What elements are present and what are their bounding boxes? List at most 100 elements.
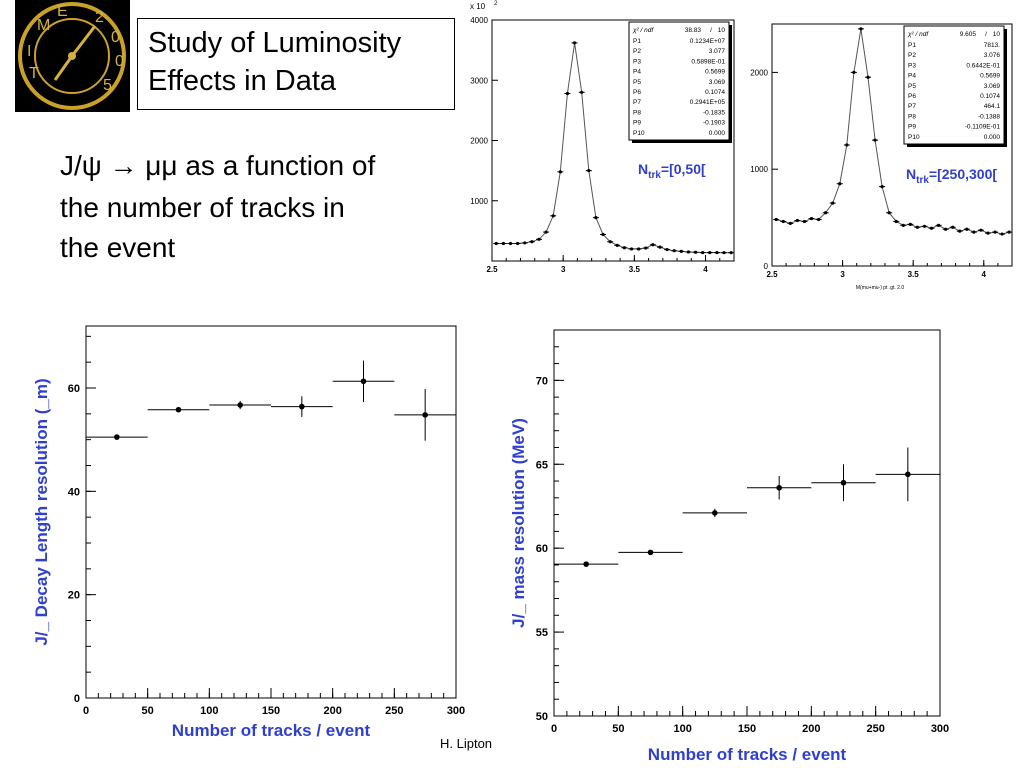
ntrk-bin-label: Ntrk=[250,300[: [906, 166, 997, 186]
data-point: [776, 484, 782, 491]
data-point: [601, 232, 605, 237]
stats-param-name: P1: [633, 38, 641, 45]
y-axis-label: J/_ Decay Length resolution (_m): [32, 378, 51, 645]
stats-param-name: P1: [908, 42, 916, 49]
y-tick-label: 1000: [470, 197, 488, 206]
data-point: [1000, 232, 1004, 236]
y-tick-label: 50: [536, 711, 548, 723]
data-point: [840, 479, 847, 486]
data-point: [516, 241, 520, 246]
x-tick-label: 300: [447, 705, 465, 717]
data-point: [880, 185, 884, 189]
data-point: [608, 240, 612, 244]
fit-stats-box: χ² / ndf 9.605 / 10 P1 7813. P2 3.076 P3 0.6442E-…: [903, 25, 1007, 147]
stats-ndf-value: 10: [718, 27, 726, 34]
stats-param-value: -0.1903: [703, 120, 725, 127]
y-tick-label: 40: [68, 486, 80, 498]
data-point: [915, 225, 920, 229]
x-tick-label: 100: [200, 705, 218, 717]
data-point: [530, 240, 534, 244]
stats-param-name: P3: [908, 62, 916, 69]
decay-length-resolution-chart: 0 50 100 150 200 250 300 0 20 40 60 Number of track…: [32, 325, 465, 740]
data-point: [501, 241, 505, 246]
stats-param-value: 0.000: [709, 130, 726, 137]
y-tick-label: 20: [68, 590, 80, 602]
data-point: [929, 226, 934, 230]
data-point: [651, 243, 655, 247]
data-point: [951, 225, 955, 229]
data-point: [809, 216, 814, 221]
data-point: [729, 251, 733, 255]
y-tick-label: 65: [536, 459, 548, 471]
stats-box-frame: [903, 25, 1005, 145]
plot-frame: [85, 325, 457, 699]
data-point: [558, 170, 562, 174]
data-point: [712, 510, 718, 516]
data-point: [936, 223, 941, 227]
ntrk-bin-label: Ntrk=[0,50[: [638, 161, 706, 181]
stats-param-value: 3.076: [984, 52, 1001, 59]
data-point: [722, 251, 726, 255]
stats-param-value: 3.069: [984, 83, 1001, 90]
data-point: [679, 249, 683, 253]
stats-param-value: 7813.: [984, 42, 1000, 49]
stats-chi2-label: χ² / ndf: [632, 27, 654, 34]
data-point: [816, 217, 821, 222]
data-point: [831, 201, 835, 205]
stats-param-name: P8: [908, 113, 916, 120]
data-point: [237, 402, 243, 408]
data-point: [859, 27, 863, 31]
data-point: [537, 237, 541, 241]
y-axis-label: J/_ mass resolution (MeV): [509, 418, 528, 628]
data-point: [901, 223, 905, 227]
x-tick-label: 200: [802, 723, 820, 735]
stats-box-frame: [628, 21, 730, 141]
data-point: [422, 412, 428, 418]
data-point: [922, 224, 927, 228]
data-point: [175, 406, 182, 413]
data-point: [629, 247, 634, 251]
y-tick-label: 2000: [750, 68, 768, 77]
data-point: [887, 211, 891, 215]
stats-param-name: P7: [633, 99, 641, 106]
data-point: [958, 229, 962, 233]
stats-param-value: 464.1: [984, 103, 1001, 110]
data-point: [637, 247, 641, 251]
data-point: [572, 41, 577, 45]
stats-param-name: P5: [908, 83, 916, 90]
logo-letter: 0: [115, 53, 124, 70]
stats-param-value: -0.1835: [703, 109, 725, 116]
x-tick-label: 100: [673, 723, 691, 735]
x-axis-label: Number of tracks / event: [648, 745, 847, 764]
data-point: [715, 250, 719, 255]
y-tick-label: 0: [764, 262, 769, 271]
logo-letter: E: [57, 3, 68, 20]
data-point: [965, 227, 969, 231]
stats-param-name: P8: [633, 109, 641, 116]
y-tick-label: 55: [536, 627, 548, 639]
y-tick-label: 60: [68, 383, 80, 395]
data-point: [802, 219, 807, 224]
data-point: [866, 75, 870, 79]
x-tick-label: 0: [83, 705, 89, 717]
stats-param-name: P4: [633, 69, 641, 76]
data-point: [908, 222, 912, 226]
data-point: [788, 221, 792, 226]
data-point: [523, 241, 527, 245]
stats-chi2-slash: /: [985, 31, 987, 38]
stats-param-value: 0.5898E-01: [691, 58, 725, 65]
logo-letter: 5: [103, 77, 112, 94]
data-point: [299, 403, 305, 410]
stats-param-value: 0.5699: [705, 69, 725, 76]
x-tick-label: 200: [323, 705, 341, 717]
data-point: [580, 90, 584, 94]
description-line-3: the event: [60, 232, 176, 263]
data-point: [114, 434, 120, 440]
data-point: [781, 219, 785, 224]
stats-param-value: 0.1074: [980, 93, 1000, 100]
logo-letter: 2: [95, 9, 104, 26]
data-point: [894, 219, 898, 224]
stats-param-value: -0.1109E-01: [965, 124, 1001, 131]
data-point: [360, 378, 367, 385]
